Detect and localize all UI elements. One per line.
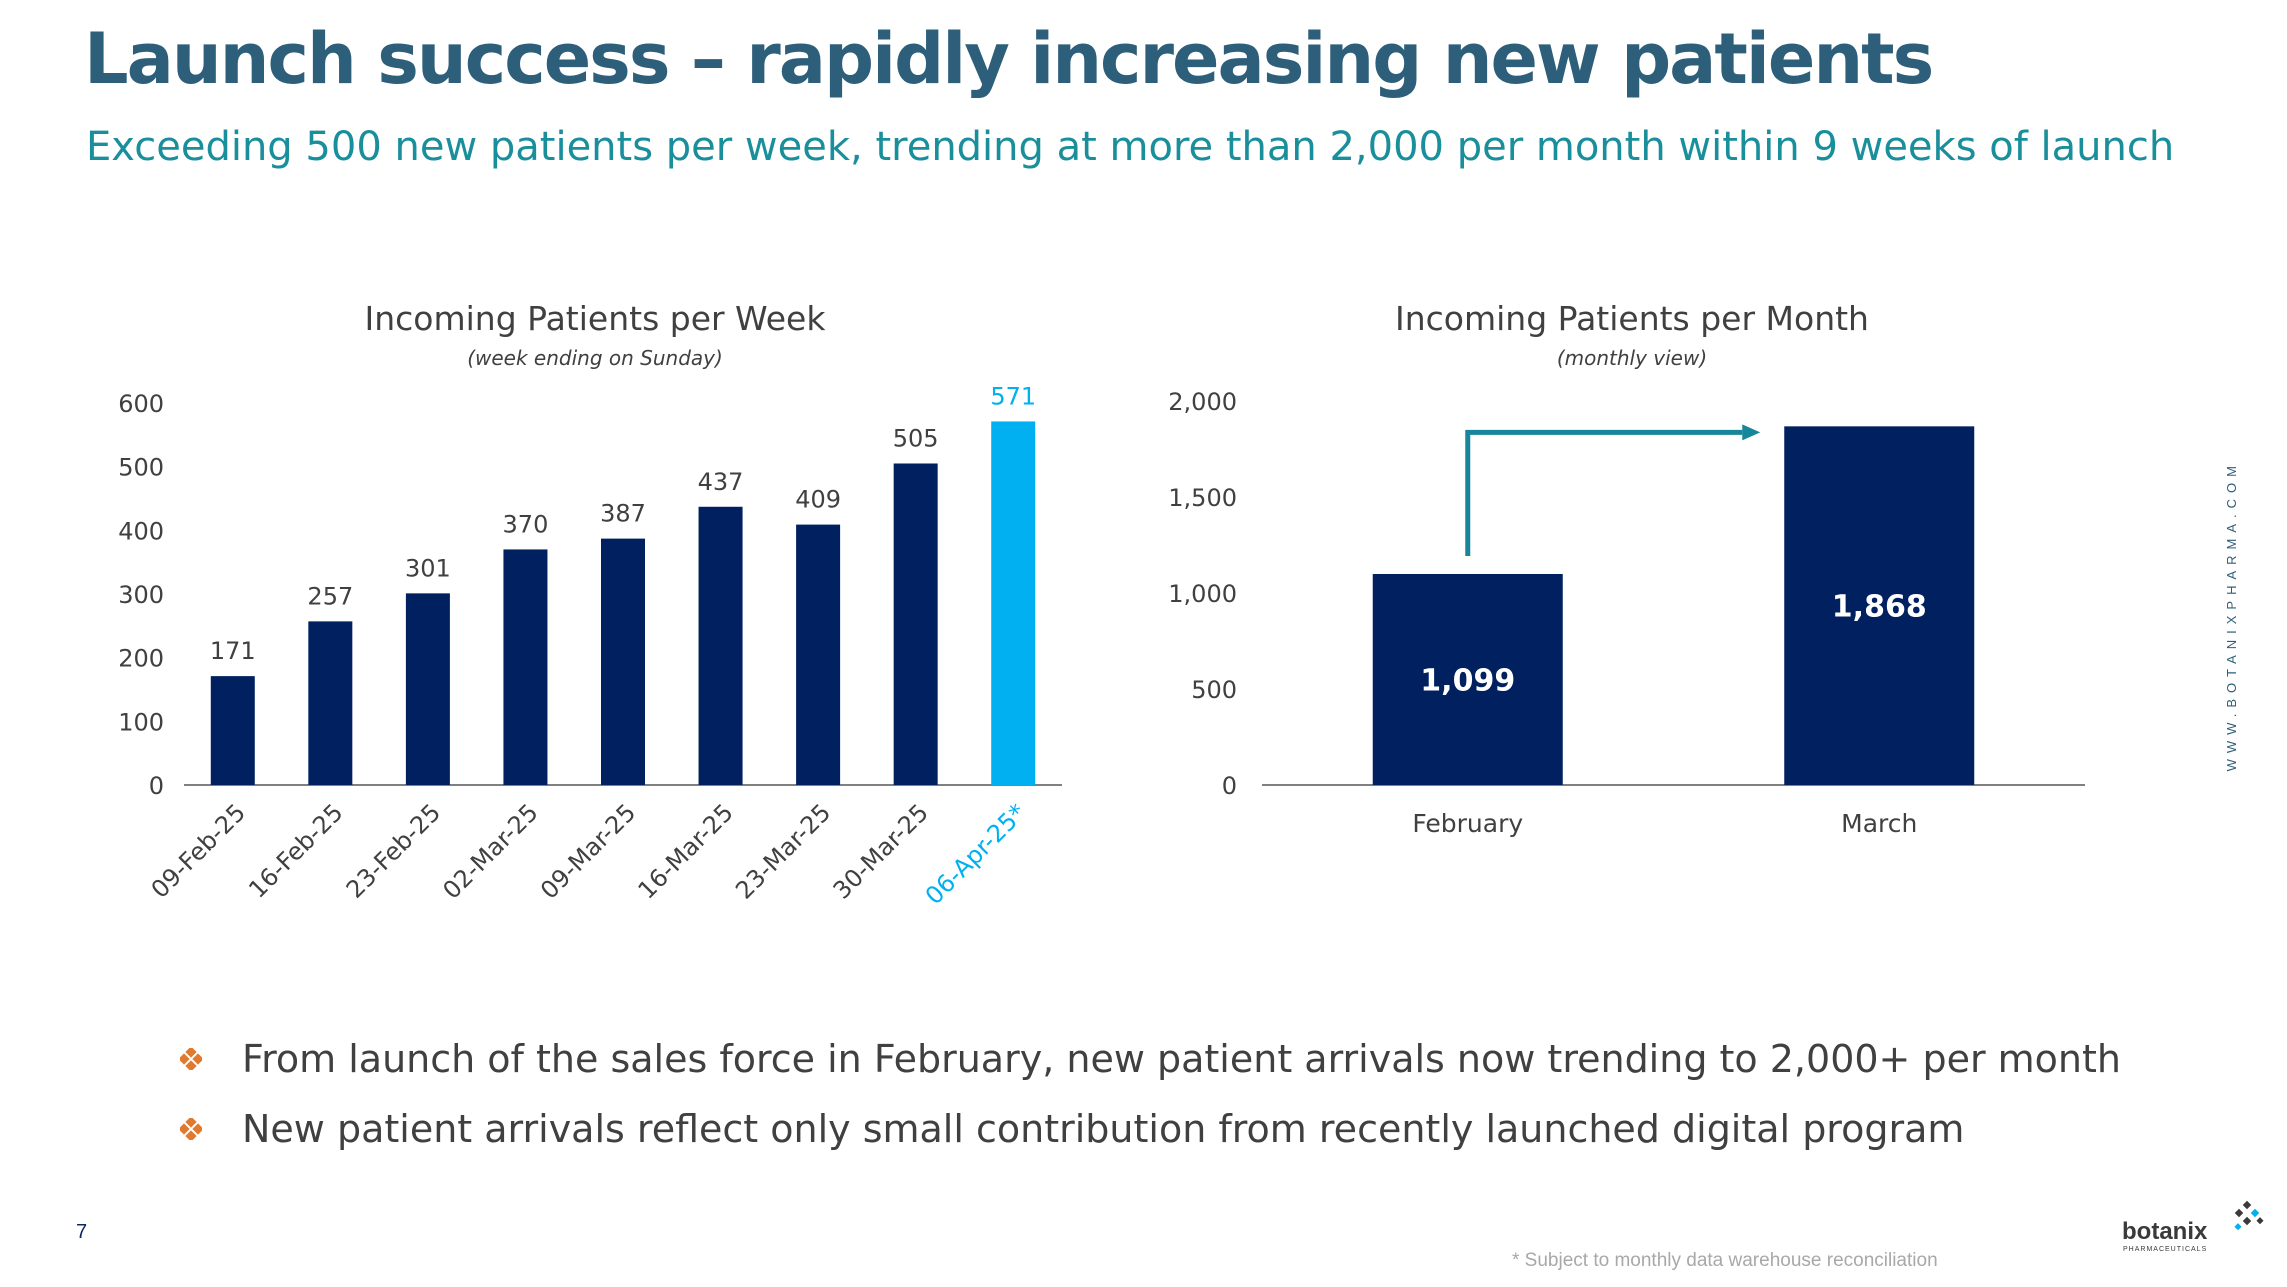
x-tick-label: 23-Feb-25: [341, 798, 446, 903]
y-tick-label: 1,500: [1168, 484, 1237, 512]
bar: [405, 593, 450, 785]
y-tick-label: 400: [118, 517, 164, 545]
bullet-item: From launch of the sales force in Februa…: [172, 1030, 2121, 1100]
bar-value-label: 387: [600, 500, 646, 528]
y-tick-label: 1,000: [1168, 580, 1237, 608]
weekly-chart-subtitle: (week ending on Sunday): [467, 346, 723, 370]
bullet-item: New patient arrivals reflect only small …: [172, 1100, 2121, 1170]
y-tick-label: 0: [149, 772, 164, 800]
bar: [503, 549, 548, 785]
bar-value-label: 257: [307, 582, 353, 610]
y-tick-label: 2,000: [1168, 388, 1237, 416]
bullet-text: New patient arrivals reflect only small …: [242, 1107, 1965, 1151]
monthly-bar-chart: Incoming Patients per Month (monthly view…: [1168, 299, 2085, 838]
website-url: WWW.BOTANIXPHARMA.COM: [2224, 460, 2239, 772]
logo-subtitle: PHARMACEUTICALS: [2123, 1246, 2208, 1253]
growth-arrowhead-icon: [1742, 424, 1761, 441]
x-tick-label: 02-Mar-25: [438, 798, 544, 904]
growth-arrow-line: [1465, 429, 1743, 556]
x-tick-label: 06-Apr-25*: [920, 798, 1032, 910]
x-tick-label: February: [1412, 809, 1523, 838]
y-tick-label: 100: [118, 708, 164, 736]
company-logo: botanix PHARMACEUTICALS: [2118, 1200, 2268, 1260]
page-number: 7: [76, 1221, 88, 1243]
bar: [1784, 426, 1975, 785]
monthly-chart-title: Incoming Patients per Month: [1395, 299, 1869, 338]
bar: [893, 463, 938, 785]
bullet-text: From launch of the sales force in Februa…: [242, 1037, 2121, 1081]
bullet-list: From launch of the sales force in Februa…: [172, 1030, 2121, 1170]
weekly-bar-chart: Incoming Patients per Week (week ending o…: [118, 299, 1062, 910]
monthly-chart-subtitle: (monthly view): [1557, 346, 1707, 370]
x-tick-label: 23-Mar-25: [730, 798, 836, 904]
y-tick-label: 500: [1191, 676, 1237, 704]
x-tick-label: 09-Mar-25: [535, 798, 641, 904]
logo-dots-icon: [2234, 1200, 2264, 1231]
footnote: * Subject to monthly data warehouse reco…: [1512, 1250, 1938, 1271]
bar-value-label: 437: [698, 468, 744, 496]
bar-value-label: 370: [503, 510, 549, 538]
y-tick-label: 0: [1222, 772, 1237, 800]
bar-value-label: 505: [893, 424, 939, 452]
bar-value-label: 171: [210, 637, 256, 665]
bar-value-label: 301: [405, 554, 451, 582]
bar: [991, 421, 1036, 785]
bar-value-label: 571: [990, 382, 1036, 410]
x-tick-label: March: [1841, 809, 1917, 838]
y-tick-label: 500: [118, 454, 164, 482]
x-tick-label: 09-Feb-25: [146, 798, 251, 903]
bar: [796, 524, 841, 785]
bar-value-label: 1,099: [1420, 663, 1515, 698]
bar: [698, 506, 743, 785]
y-tick-label: 300: [118, 581, 164, 609]
bar-value-label: 1,868: [1832, 590, 1927, 625]
x-tick-label: 16-Mar-25: [633, 798, 739, 904]
bar: [1372, 573, 1563, 785]
page-subtitle: Exceeding 500 new patients per week, tre…: [86, 124, 2175, 170]
diamond-bullet-icon: [180, 1048, 202, 1070]
logo-wordmark: botanix: [2122, 1218, 2208, 1245]
bar: [601, 538, 645, 785]
bar-value-label: 409: [795, 486, 841, 514]
weekly-chart-title: Incoming Patients per Week: [365, 299, 827, 338]
x-tick-label: 16-Feb-25: [243, 798, 348, 903]
bar: [308, 621, 353, 785]
y-tick-label: 200: [118, 645, 164, 673]
page-title: Launch success – rapidly increasing new …: [84, 18, 1934, 100]
diamond-bullet-icon: [180, 1118, 202, 1140]
x-tick-label: 30-Mar-25: [828, 798, 934, 904]
y-tick-label: 600: [118, 390, 164, 418]
bar: [210, 676, 255, 785]
